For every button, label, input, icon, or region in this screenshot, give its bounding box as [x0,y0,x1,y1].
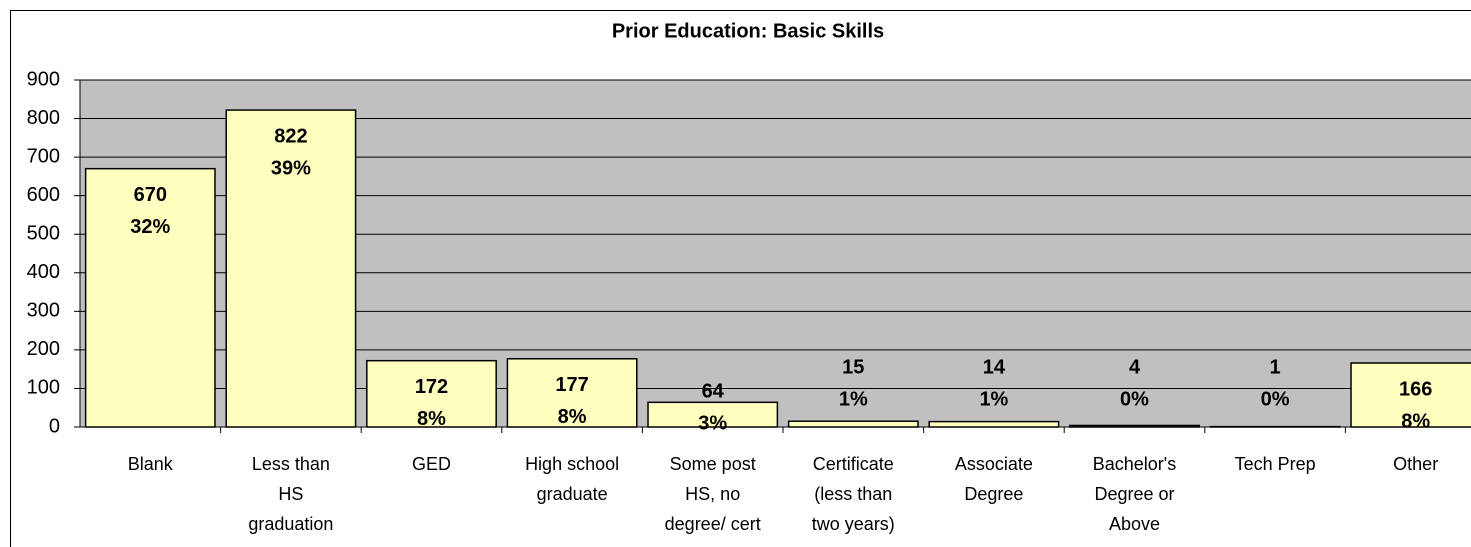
percent-label: 1% [979,388,1008,410]
percent-label: 3% [698,412,727,434]
bar [366,359,497,428]
x-tick-label: Tech Prep [1234,454,1316,474]
percent-label: 1% [839,388,868,410]
value-label: 670 [134,184,167,206]
value-label: 4 [1129,356,1141,378]
x-tick-label: High school graduate [525,454,620,504]
chart-title: Prior Education: Basic Skills [612,20,884,42]
value-label: 822 [274,125,307,147]
bar [1350,362,1471,428]
value-label: 177 [555,374,588,396]
percent-label: 0% [1261,388,1290,410]
bar [928,420,1060,428]
y-tick-label: 300 [27,300,60,322]
y-tick-label: 600 [27,184,60,206]
bar [787,420,919,428]
x-tick-label: Blank [127,454,173,474]
bar [647,401,779,428]
y-tick-label: 200 [27,338,60,360]
percent-label: 39% [271,157,311,179]
bar [506,358,638,428]
y-tick-label: 700 [27,145,60,167]
y-tick-label: 400 [27,261,60,283]
y-tick-label: 900 [27,68,60,90]
x-tick-label: Less than HS graduation [248,454,334,534]
value-label: 172 [415,376,448,398]
value-label: 1 [1270,356,1281,378]
value-label: 166 [1399,378,1432,400]
value-label: 64 [702,380,725,402]
percent-label: 8% [1401,410,1430,432]
bar [84,167,216,428]
y-tick-label: 500 [27,223,60,245]
x-tick-label: Bachelor's Degree or Above [1092,454,1177,534]
x-tick-label: Certificate (less than two years) [811,454,895,534]
x-tick-label: Some post HS, no degree/ cert [664,454,761,534]
percent-label: 0% [1120,388,1149,410]
x-tick-label: Associate Degree [954,454,1033,504]
percent-label: 8% [417,408,446,430]
y-tick-label: 800 [27,107,60,129]
value-label: 15 [842,356,864,378]
x-tick-label: Other [1393,454,1439,474]
x-tick-label: GED [411,454,451,474]
percent-label: 32% [130,216,170,238]
y-tick-label: 100 [27,377,60,399]
y-tick-label: 0 [49,415,60,437]
bar [1069,424,1200,428]
value-label: 14 [983,356,1006,378]
bar [225,109,357,428]
percent-label: 8% [558,406,587,428]
